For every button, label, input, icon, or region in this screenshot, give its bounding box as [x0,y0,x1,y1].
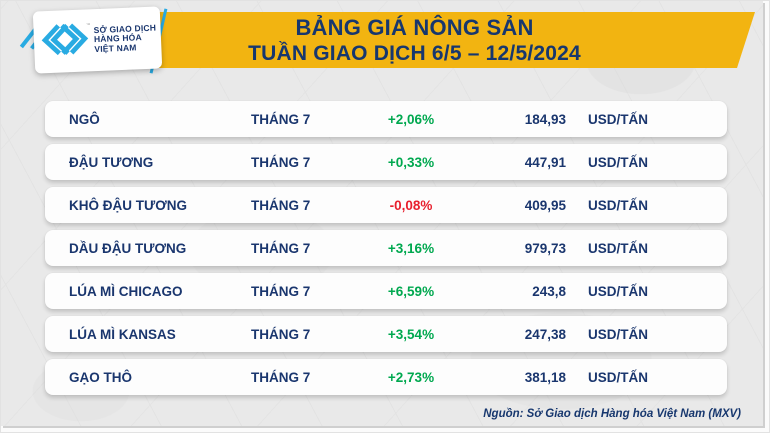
price-unit: USD/TẤN [588,154,648,170]
price-unit: USD/TẤN [588,369,648,385]
contract-month: THÁNG 7 [251,326,311,342]
price-unit: USD/TẤN [588,240,648,256]
table-row: LÚA MÌ KANSAS THÁNG 7 +3,54% 247,38 USD/… [45,316,727,352]
mxv-logo-icon: ™ [38,18,92,65]
trademark-mark: ™ [86,22,91,27]
price-table: NGÔ THÁNG 7 +2,06% 184,93 USD/TẤN ĐẬU TƯ… [45,101,727,402]
page-subtitle: TUẦN GIAO DỊCH 6/5 – 12/5/2024 [248,41,581,65]
contract-month: THÁNG 7 [251,369,311,385]
price-value: 184,93 [524,111,566,127]
change-percent: +3,16% [387,240,435,256]
change-percent: -0,08% [389,197,433,213]
commodity-name: LÚA MÌ CHICAGO [69,283,183,299]
commodity-name: GẠO THÔ [69,369,132,385]
price-value: 381,18 [524,369,566,385]
commodity-name: NGÔ [69,111,100,127]
source-note: Nguồn: Sở Giao dịch Hàng hóa Việt Nam (M… [483,408,741,420]
change-percent: +0,33% [387,154,435,170]
price-unit: USD/TẤN [588,197,648,213]
price-value: 979,73 [524,240,566,256]
price-unit: USD/TẤN [588,326,648,342]
page-title: BẢNG GIÁ NÔNG SẢN [295,14,534,40]
price-value: 247,38 [524,326,566,342]
mxv-logo: ™ SỞ GIAO DỊCH HÀNG HÓA VIỆT NAM [32,6,163,74]
table-row: DẦU ĐẬU TƯƠNG THÁNG 7 +3,16% 979,73 USD/… [45,230,727,266]
table-row: NGÔ THÁNG 7 +2,06% 184,93 USD/TẤN [45,101,727,137]
logo-text-line: VIỆT NAM [94,42,137,54]
title-banner: BẢNG GIÁ NÔNG SẢN TUẦN GIAO DỊCH 6/5 – 1… [74,12,755,68]
change-percent: +3,54% [387,326,435,342]
change-percent: +2,06% [387,111,435,127]
commodity-name: DẦU ĐẬU TƯƠNG [69,240,187,256]
commodity-name: ĐẬU TƯƠNG [69,154,154,170]
price-unit: USD/TẤN [588,111,648,127]
contract-month: THÁNG 7 [251,154,311,170]
price-unit: USD/TẤN [588,283,648,299]
change-percent: +2,73% [387,369,435,385]
contract-month: THÁNG 7 [251,240,311,256]
commodity-name: KHÔ ĐẬU TƯƠNG [69,197,187,213]
table-row: LÚA MÌ CHICAGO THÁNG 7 +6,59% 243,8 USD/… [45,273,727,309]
commodity-name: LÚA MÌ KANSAS [69,326,176,342]
contract-month: THÁNG 7 [251,111,311,127]
table-row: GẠO THÔ THÁNG 7 +2,73% 381,18 USD/TẤN [45,359,727,395]
price-value: 409,95 [524,197,566,213]
table-row: KHÔ ĐẬU TƯƠNG THÁNG 7 -0,08% 409,95 USD/… [45,187,727,223]
contract-month: THÁNG 7 [251,197,311,213]
contract-month: THÁNG 7 [251,283,311,299]
mxv-logo-text: SỞ GIAO DỊCH HÀNG HÓA VIỆT NAM [93,22,157,54]
price-value: 447,91 [524,154,566,170]
price-value: 243,8 [532,283,566,299]
table-row: ĐẬU TƯƠNG THÁNG 7 +0,33% 447,91 USD/TẤN [45,144,727,180]
change-percent: +6,59% [387,283,435,299]
